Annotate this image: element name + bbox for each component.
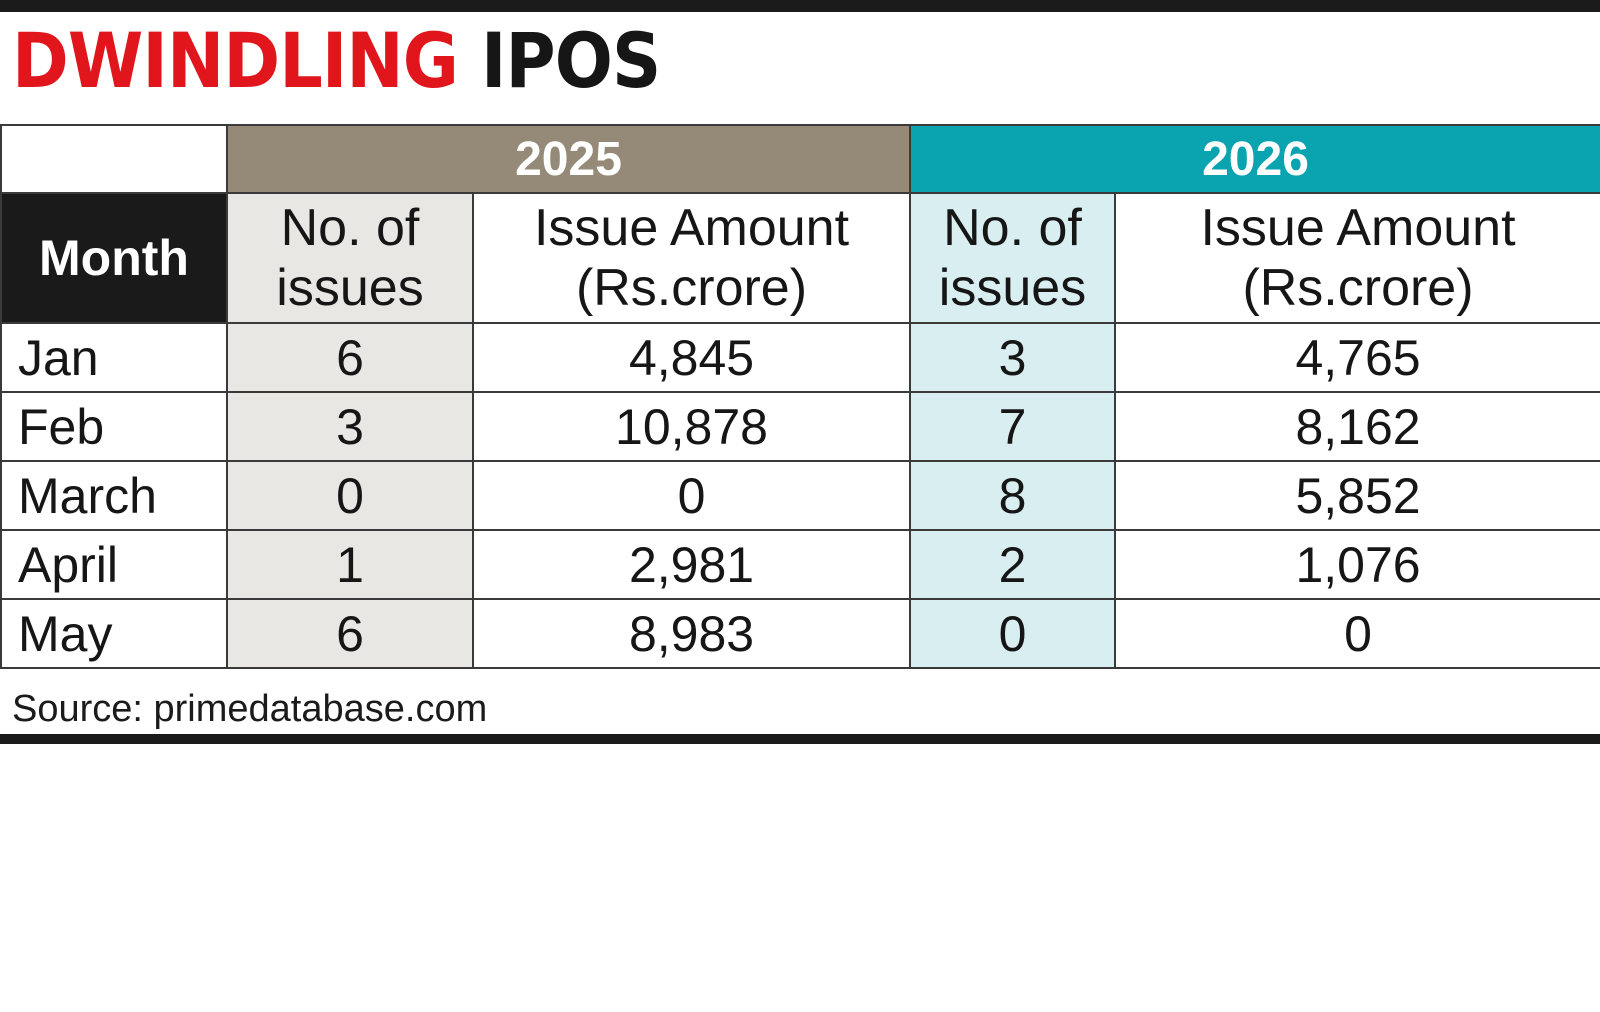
issues-2026-cell: 2 — [909, 529, 1116, 600]
year-header-row: 2025 2026 — [0, 124, 1600, 194]
amount-2025-cell: 2,981 — [472, 529, 911, 600]
amount-header-2025: Issue Amount (Rs.crore) — [472, 192, 911, 324]
title-rest: IPOS — [480, 16, 661, 105]
year-header-2025: 2025 — [226, 124, 911, 194]
bottom-rule — [0, 734, 1600, 744]
blank-corner-cell — [0, 124, 228, 194]
amount-2026-cell: 1,076 — [1114, 529, 1600, 600]
table-row: May 6 8,983 0 0 — [0, 598, 1600, 669]
source-note: Source: primedatabase.com — [12, 688, 488, 730]
amount-2025-cell: 10,878 — [472, 391, 911, 462]
issues-2026-cell: 8 — [909, 460, 1116, 531]
top-rule — [0, 0, 1600, 12]
year-header-2026: 2026 — [909, 124, 1600, 194]
month-cell: April — [0, 529, 228, 600]
month-cell: May — [0, 598, 228, 669]
title-highlight: DWINDLING — [12, 16, 459, 105]
table-row: Jan 6 4,845 3 4,765 — [0, 322, 1600, 393]
amount-2026-cell: 8,162 — [1114, 391, 1600, 462]
table-row: March 0 0 8 5,852 — [0, 460, 1600, 531]
chart-title: DWINDLING IPOS — [12, 16, 661, 105]
amount-2026-cell: 0 — [1114, 598, 1600, 669]
month-cell: Jan — [0, 322, 228, 393]
issues-2025-cell: 1 — [226, 529, 474, 600]
ipo-table: 2025 2026 Month No. of issues Issue Amou… — [0, 124, 1600, 669]
issues-header-2025: No. of issues — [226, 192, 474, 324]
issues-2026-cell: 3 — [909, 322, 1116, 393]
amount-2026-cell: 4,765 — [1114, 322, 1600, 393]
amount-2025-cell: 4,845 — [472, 322, 911, 393]
month-header: Month — [0, 192, 228, 324]
amount-2026-cell: 5,852 — [1114, 460, 1600, 531]
issues-2025-cell: 3 — [226, 391, 474, 462]
table-row: April 1 2,981 2 1,076 — [0, 529, 1600, 600]
column-header-row: Month No. of issues Issue Amount (Rs.cro… — [0, 192, 1600, 324]
table-row: Feb 3 10,878 7 8,162 — [0, 391, 1600, 462]
amount-header-2026: Issue Amount (Rs.crore) — [1114, 192, 1600, 324]
issues-header-2026: No. of issues — [909, 192, 1116, 324]
issues-2025-cell: 6 — [226, 322, 474, 393]
issues-2026-cell: 0 — [909, 598, 1116, 669]
issues-2025-cell: 0 — [226, 460, 474, 531]
month-cell: Feb — [0, 391, 228, 462]
amount-2025-cell: 8,983 — [472, 598, 911, 669]
amount-2025-cell: 0 — [472, 460, 911, 531]
month-cell: March — [0, 460, 228, 531]
issues-2026-cell: 7 — [909, 391, 1116, 462]
issues-2025-cell: 6 — [226, 598, 474, 669]
